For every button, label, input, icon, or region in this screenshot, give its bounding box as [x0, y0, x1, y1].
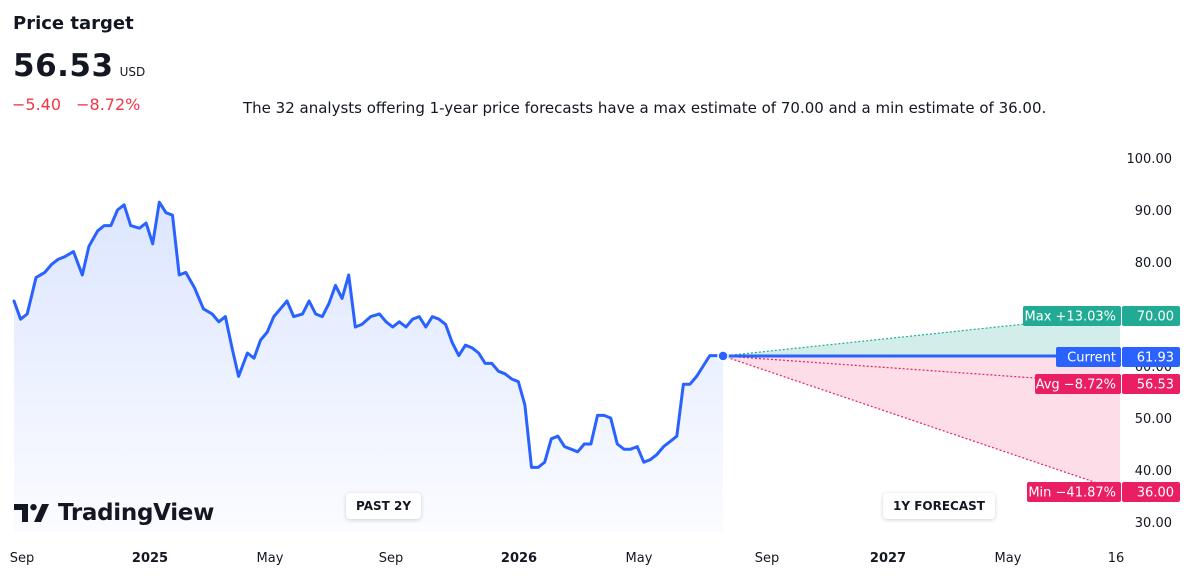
y-axis-label: 30.00 [1135, 516, 1172, 531]
max-target-label: Max +13.03% [1025, 310, 1116, 325]
past-period-label: PAST 2Y [346, 493, 422, 519]
max-forecast-area [723, 314, 1120, 356]
page-title: Price target [13, 13, 134, 34]
x-axis-label: Sep [10, 551, 35, 566]
y-axis-label: 50.00 [1135, 412, 1172, 427]
x-axis-label: Sep [755, 551, 780, 566]
tradingview-logo-text: TradingView [58, 500, 215, 526]
change-percent: −8.72% [76, 95, 141, 114]
y-axis-label: 40.00 [1135, 464, 1172, 479]
x-axis-label: 2026 [501, 551, 537, 566]
avg-target-value: 56.53 [1137, 378, 1174, 393]
x-axis-label: Sep [379, 551, 404, 566]
forecast-period-label: 1Y FORECAST [883, 493, 995, 519]
max-target-value: 70.00 [1137, 310, 1174, 325]
current-label: Current [1067, 351, 1116, 366]
avg-target-label: Avg −8.72% [1036, 378, 1116, 393]
price-change: −5.40 −8.72% [12, 95, 150, 114]
current-value-bg [1122, 347, 1180, 367]
x-axis-label: May [257, 551, 284, 566]
currency-label: USD [119, 65, 146, 79]
price-area-fill [14, 202, 723, 532]
current-value: 61.93 [1137, 351, 1174, 366]
analyst-summary: The 32 analysts offering 1-year price fo… [243, 99, 1047, 117]
x-axis-label: May [626, 551, 653, 566]
x-axis-label: 2025 [132, 551, 168, 566]
price-row: 56.53 USD [13, 48, 145, 84]
avg-target-value-bg [1122, 374, 1180, 394]
avg-target-label-bg [1035, 374, 1121, 394]
change-absolute: −5.40 [12, 95, 62, 114]
y-axis-label: 100.00 [1127, 152, 1173, 167]
tradingview-logo[interactable]: TradingView [14, 500, 214, 526]
y-axis-label: 80.00 [1135, 256, 1172, 271]
current-label-bg [1056, 347, 1121, 367]
x-axis-label: 16 [1108, 551, 1125, 566]
max-target-value-bg [1122, 306, 1180, 326]
min-target-label-bg [1027, 482, 1121, 502]
tradingview-logo-icon [14, 504, 49, 522]
min-forecast-line [722, 355, 1121, 492]
x-axis-label: May [995, 551, 1022, 566]
min-target-value: 36.00 [1137, 486, 1174, 501]
current-price: 56.53 [13, 48, 114, 84]
x-axis-label: 2027 [870, 551, 906, 566]
min-target-label: Min −41.87% [1028, 486, 1116, 501]
y-axis-label: 90.00 [1135, 204, 1172, 219]
price-history-line [12, 200, 725, 469]
max-target-label-bg [1023, 306, 1121, 326]
current-price-marker[interactable] [717, 350, 729, 362]
min-target-value-bg [1122, 482, 1180, 502]
